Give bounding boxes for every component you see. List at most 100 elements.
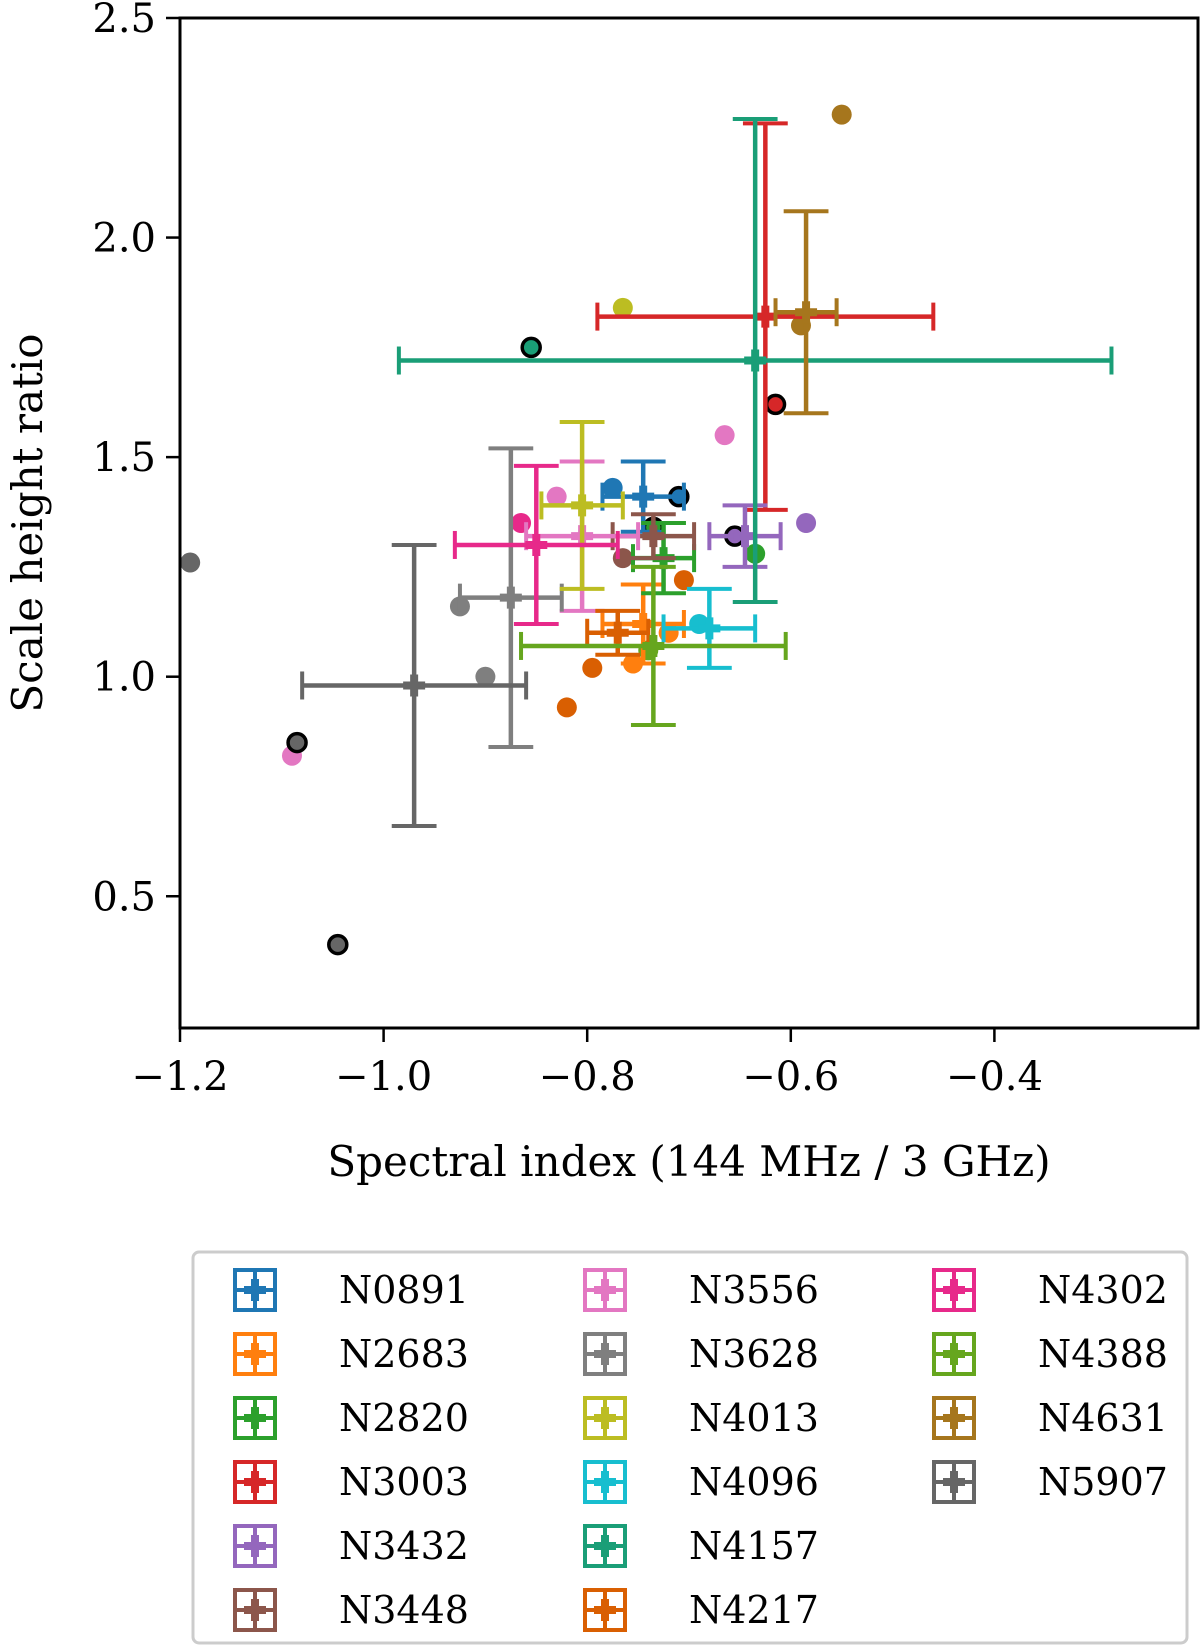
data-point <box>602 477 623 498</box>
mean-marker <box>499 586 522 609</box>
errorbar-N0891 <box>600 459 686 534</box>
mean-marker <box>525 533 548 556</box>
legend-marker <box>244 1535 266 1557</box>
series-N3003 <box>764 393 787 416</box>
legend-marker <box>244 1279 266 1301</box>
legend-marker <box>943 1407 965 1429</box>
data-point <box>556 697 577 718</box>
legend-label: N5907 <box>1038 1460 1168 1504</box>
legend-marker <box>244 1407 266 1429</box>
legend-item: N4096 <box>583 1460 819 1504</box>
series-N3432 <box>724 513 817 547</box>
mean-marker <box>606 621 629 644</box>
series-N4631 <box>790 104 852 336</box>
legend-item: N4217 <box>583 1588 819 1632</box>
data-point <box>796 513 817 533</box>
data-point <box>286 731 308 754</box>
legend-marker <box>594 1535 616 1557</box>
series-N4157 <box>520 336 542 359</box>
mean-marker <box>632 485 655 508</box>
legend-item: N4013 <box>583 1396 819 1440</box>
legend-label: N3628 <box>689 1332 819 1376</box>
legend-label: N2683 <box>339 1332 469 1376</box>
legend-label: N3448 <box>339 1588 469 1632</box>
errorbar-N4157 <box>396 117 1114 605</box>
legend-item: N3556 <box>583 1268 819 1312</box>
legend-label: N3556 <box>689 1268 819 1312</box>
legend-item: N4388 <box>932 1332 1168 1376</box>
legend-item: N0891 <box>233 1268 469 1312</box>
data-point <box>180 552 201 573</box>
legend-label: N0891 <box>339 1268 469 1312</box>
legend-item: N5907 <box>932 1460 1168 1504</box>
errorbar-N3003 <box>595 121 936 512</box>
legend-item: N3448 <box>233 1588 469 1632</box>
data-point <box>764 393 787 416</box>
legend-marker <box>594 1471 616 1493</box>
x-tick-label: −1.2 <box>131 1054 228 1100</box>
legend-item: N4157 <box>583 1524 819 1568</box>
legend-marker <box>943 1279 965 1301</box>
legend-label: N2820 <box>339 1396 469 1440</box>
x-tick-label: −0.6 <box>742 1054 839 1100</box>
legend-label: N3003 <box>339 1460 469 1504</box>
errorbar-N4302 <box>452 463 620 626</box>
mean-marker <box>632 613 655 635</box>
mean-marker <box>403 674 426 697</box>
errorbar-N3432 <box>707 503 783 569</box>
legend-item: N3628 <box>583 1332 819 1376</box>
plot-frame <box>178 16 1200 1030</box>
legend-marker <box>244 1343 266 1365</box>
x-tick-label: −1.0 <box>335 1054 432 1100</box>
legend-label: N4631 <box>1038 1396 1168 1440</box>
x-tick-label: −0.8 <box>539 1054 636 1100</box>
legend-items: N0891 N2683 N2820 N3003 N3432 N3448 N3556 N3628… <box>233 1268 1168 1632</box>
legend-marker <box>244 1471 266 1493</box>
mean-marker <box>744 349 767 372</box>
x-tick-label: −0.4 <box>946 1054 1043 1100</box>
y-tick-label: 0.5 <box>92 874 156 920</box>
series-N4217 <box>556 570 694 718</box>
data-point <box>475 666 496 687</box>
legend-label: N4388 <box>1038 1332 1168 1376</box>
errorbar-N5907 <box>300 542 529 828</box>
legend-marker <box>943 1343 965 1365</box>
series-N3628 <box>449 596 496 687</box>
y-tick-label: 2.0 <box>92 216 156 262</box>
legend-label: N4217 <box>689 1588 819 1632</box>
legend-item: N3432 <box>233 1524 469 1568</box>
data-point <box>612 297 633 318</box>
errorbar-N4013 <box>539 420 625 591</box>
mean-marker <box>733 525 756 548</box>
legend-marker <box>594 1279 616 1301</box>
data-point <box>582 657 603 678</box>
data-point <box>520 336 542 359</box>
legend-label: N4096 <box>689 1460 819 1504</box>
mean-marker <box>795 301 818 324</box>
legend-marker <box>594 1407 616 1429</box>
mean-marker <box>642 634 665 657</box>
legend-label: N3432 <box>339 1524 469 1568</box>
legend-item: N4302 <box>932 1268 1168 1312</box>
axes-layer: −1.2 −1.0 −0.8 −0.6 −0.4 0.5 1.0 1.5 2.0 2.5 <box>92 0 1043 1100</box>
legend-item: N2820 <box>233 1396 469 1440</box>
data-point <box>327 933 349 956</box>
series-N5907 <box>180 552 349 956</box>
data-point <box>714 425 735 446</box>
x-axis-label: Spectral index (144 MHz / 3 GHz) <box>327 1137 1050 1186</box>
legend-label: N4302 <box>1038 1268 1168 1312</box>
mean-marker <box>754 305 777 328</box>
legend-marker <box>594 1599 616 1621</box>
y-axis-label: Scale height ratio <box>3 333 52 712</box>
plot-layer <box>180 104 1114 956</box>
errorbar-N4631 <box>773 209 839 416</box>
legend-marker <box>244 1599 266 1621</box>
y-tick-label: 1.0 <box>92 655 156 701</box>
legend-marker <box>594 1343 616 1365</box>
errorbar-N3628 <box>457 446 564 749</box>
legend-item: N2683 <box>233 1332 469 1376</box>
mean-marker <box>571 494 594 517</box>
series-N4013 <box>612 297 633 318</box>
legend-marker <box>943 1471 965 1493</box>
